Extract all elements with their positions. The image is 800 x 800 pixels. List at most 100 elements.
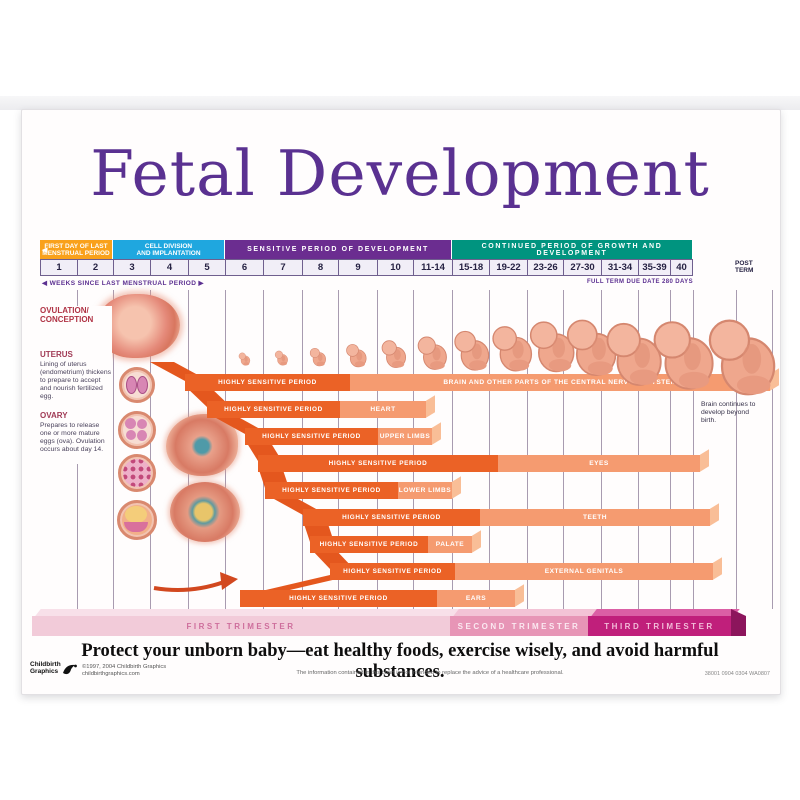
growth-period-bar-lower-limbs: LOWER LIMBS — [398, 482, 452, 499]
sidebar-notes: OVULATION/ CONCEPTION UTERUS Lining of u… — [40, 306, 112, 464]
fetus-illustration-week-15-18 — [452, 329, 492, 377]
fetus-illustration-week-40 — [705, 316, 780, 403]
gridline — [601, 290, 602, 609]
gridline — [150, 290, 151, 609]
fetus-illustration-week-31-34 — [603, 320, 666, 393]
brand-name-line2: Graphics — [30, 667, 59, 675]
week-cell-6: 6 — [225, 259, 263, 276]
trimester-bar-first-trimester: FIRST TRIMESTER — [32, 616, 450, 636]
fetus-illustration-week-11-14 — [416, 335, 449, 376]
week-cell-3: 3 — [113, 259, 150, 276]
gridline — [670, 290, 671, 609]
phase-cell-division: CELL DIVISION AND IMPLANTATION — [113, 240, 225, 259]
copyright-block: ©1997, 2004 Childbirth Graphics childbir… — [82, 664, 172, 677]
growth-period-bar-teeth: TEETH — [480, 509, 710, 526]
week-cell-11-14: 11-14 — [413, 259, 452, 276]
phase-continued-period-of-growth-and-development: CONTINUED PERIOD OF GROWTH AND DEVELOPME… — [452, 240, 693, 259]
week-cell-9: 9 — [338, 259, 377, 276]
week-cell-8: 8 — [302, 259, 338, 276]
blastocyst-stage-illustration — [117, 500, 157, 540]
week-cell-27-30: 27-30 — [563, 259, 601, 276]
fetus-illustration-week-23-26 — [527, 319, 578, 379]
sensitive-period-bar-heart: HIGHLY SENSITIVE PERIOD — [207, 401, 340, 418]
week-cell-4: 4 — [150, 259, 188, 276]
brain-note: Brain continues to develop beyond birth. — [701, 401, 756, 424]
ovary-heading: OVARY — [40, 411, 68, 420]
page-top-shadow — [0, 96, 800, 110]
week-cell-19-22: 19-22 — [489, 259, 527, 276]
full-term-label: FULL TERM DUE DATE 280 DAYS — [586, 279, 693, 285]
fetus-illustration-week-19-22 — [490, 324, 535, 378]
trimester-bevel-first-trimester — [35, 609, 459, 616]
week-cell-7: 7 — [263, 259, 302, 276]
week-cell-40: 40 — [670, 259, 693, 276]
gridline — [489, 290, 490, 609]
week-cell-31-34: 31-34 — [601, 259, 638, 276]
growth-period-bar-ears: EARS — [437, 590, 515, 607]
fetus-illustration-week-8 — [309, 347, 327, 372]
gridline — [693, 290, 694, 609]
gridline — [638, 290, 639, 609]
growth-period-bar-eyes: EYES — [498, 455, 700, 472]
growth-period-bar-palate: PALATE — [428, 536, 472, 553]
sensitive-period-bar-teeth: HIGHLY SENSITIVE PERIOD — [303, 509, 480, 526]
implantation-illustration-1 — [166, 414, 238, 476]
week-cell-5: 5 — [188, 259, 225, 276]
fetus-illustration-week-6 — [238, 352, 251, 371]
implantation-arrow-icon — [153, 572, 238, 592]
gridline — [527, 290, 528, 609]
trimester-bar-second-trimester: SECOND TRIMESTER — [450, 616, 588, 636]
uterus-text: Lining of uterus (endometrium) thickens … — [40, 361, 112, 400]
sensitive-period-bar-eyes: HIGHLY SENSITIVE PERIOD — [258, 455, 498, 472]
fetus-illustration-week-10 — [380, 339, 408, 374]
fetus-illustration-week-7 — [274, 350, 289, 371]
morula-stage-illustration — [118, 454, 156, 492]
week-cell-23-26: 23-26 — [527, 259, 563, 276]
sensitive-period-bar-lower-limbs: HIGHLY SENSITIVE PERIOD — [265, 482, 398, 499]
gridline — [736, 290, 737, 609]
sensitive-period-bar-palate: HIGHLY SENSITIVE PERIOD — [310, 536, 428, 553]
phase-first-day-of-last: FIRST DAY OF LAST MENSTRUAL PERIOD ◀ — [40, 240, 113, 259]
stork-logo-icon — [63, 664, 77, 675]
gridline — [377, 290, 378, 609]
growth-period-bar-external-genitals: EXTERNAL GENITALS — [455, 563, 713, 580]
growth-period-bar-heart: HEART — [340, 401, 426, 418]
phase-sensitive-period-of-development: SENSITIVE PERIOD OF DEVELOPMENT — [225, 240, 452, 259]
product-code: 38001 0904 0304 WA0807 — [704, 671, 770, 677]
implantation-illustration-2 — [170, 482, 240, 542]
sensitive-period-bar-upper-limbs: HIGHLY SENSITIVE PERIOD — [245, 428, 378, 445]
growth-period-bar-brain-and-other-parts-of-the-central-nervous-system: BRAIN AND OTHER PARTS OF THE CENTRAL NER… — [350, 374, 770, 391]
ovulation-conception-heading: OVULATION/ CONCEPTION — [40, 306, 94, 324]
gridline — [413, 290, 414, 609]
trimester-bar-third-trimester: THIRD TRIMESTER — [588, 616, 731, 636]
week-cell-35-39: 35-39 — [638, 259, 670, 276]
week-cell-10: 10 — [377, 259, 413, 276]
week-cell-15-18: 15-18 — [452, 259, 489, 276]
gridline — [113, 290, 114, 609]
sensitive-period-bar-brain-and-other-parts-of-the-central-nervous-system: HIGHLY SENSITIVE PERIOD — [185, 374, 350, 391]
brand-logo: Childbirth Graphics — [30, 661, 61, 675]
gridline — [452, 290, 453, 609]
post-term-label: POST TERM — [735, 260, 754, 274]
fetus-illustration-week-9 — [345, 343, 368, 373]
fetus-illustration-week-35-39 — [650, 318, 718, 397]
gridline — [302, 290, 303, 609]
two-cell-stage-illustration — [119, 367, 155, 403]
sensitive-period-bar-ears: HIGHLY SENSITIVE PERIOD — [240, 590, 437, 607]
week-cell-1: 1 — [40, 259, 77, 276]
trimester-bevel-second-trimester — [453, 609, 597, 616]
disclaimer-text: The information contained in this chart … — [296, 670, 564, 676]
trimester-bevel-third-trimester — [591, 609, 740, 616]
fetus-illustration-week-27-30 — [564, 317, 620, 383]
gridline — [338, 290, 339, 609]
sensitive-period-bar-external-genitals: HIGHLY SENSITIVE PERIOD — [330, 563, 455, 580]
week-cell-2: 2 — [77, 259, 113, 276]
four-cell-stage-illustration — [118, 411, 156, 449]
trimester-end-cap — [731, 609, 746, 636]
gridline — [772, 290, 773, 609]
poster-title: Fetal Development — [90, 137, 710, 210]
protect-message: Protect your unborn baby—eat healthy foo… — [81, 641, 719, 682]
brand-name-line1: Childbirth — [30, 661, 61, 668]
copyright-text: ©1997, 2004 Childbirth Graphics — [82, 664, 167, 670]
